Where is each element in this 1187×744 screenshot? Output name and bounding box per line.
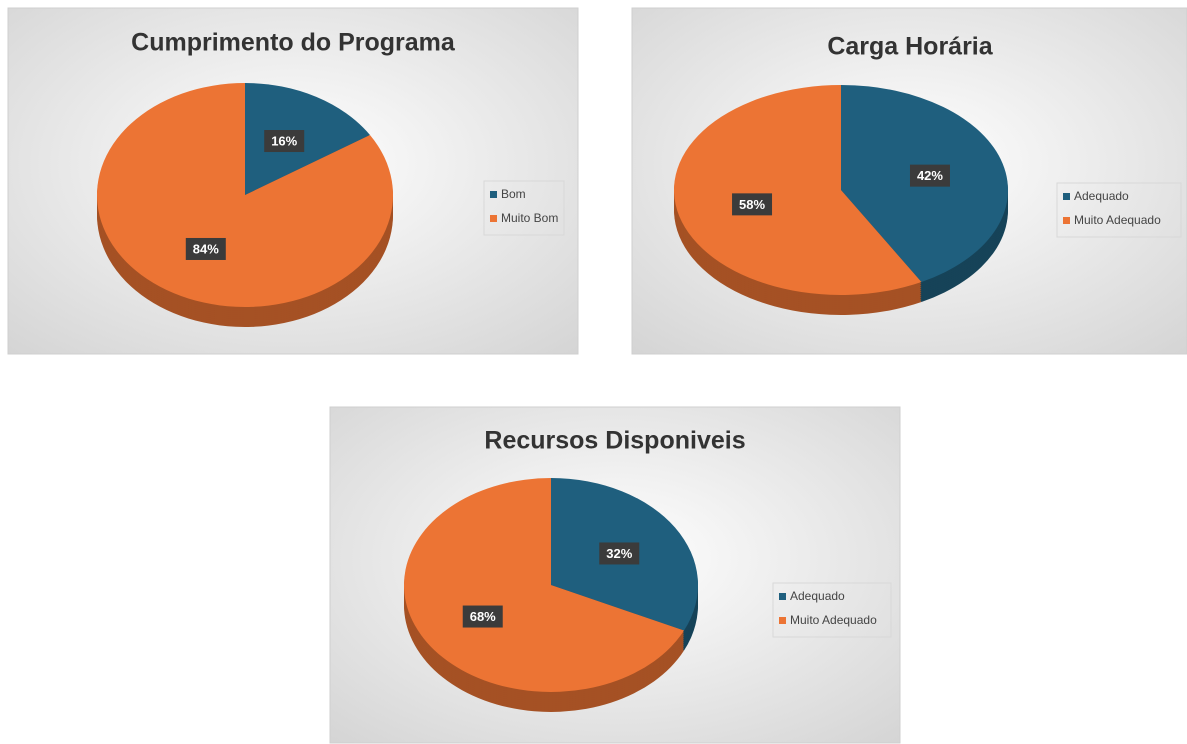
- data-label-box: [264, 130, 305, 153]
- legend-box: [772, 582, 892, 638]
- data-label-box: [185, 237, 226, 260]
- data-label: 16%: [271, 133, 297, 148]
- pie-slice: [404, 478, 685, 692]
- pie-slice: [97, 83, 394, 307]
- data-label-box: [909, 164, 950, 187]
- legend-swatch: [490, 215, 497, 222]
- legend-swatch: [1063, 217, 1070, 224]
- legend-label: Adequado: [1074, 189, 1129, 203]
- legend-label: Muito Adequado: [790, 613, 877, 627]
- data-label: 58%: [739, 197, 765, 212]
- legend-label: Muito Adequado: [1074, 213, 1161, 227]
- data-label-box: [599, 542, 640, 565]
- legend-swatch: [490, 191, 497, 198]
- chart-title: Recursos Disponiveis: [484, 427, 745, 455]
- legend-label: Muito Bom: [501, 211, 558, 225]
- legend-swatch: [779, 593, 786, 600]
- chart-title: Carga Horária: [827, 33, 993, 61]
- data-label-box: [732, 193, 773, 216]
- data-label: 32%: [606, 546, 632, 561]
- data-label: 68%: [470, 609, 496, 624]
- legend-box: [483, 180, 565, 236]
- data-label: 84%: [193, 241, 219, 256]
- legend-swatch: [1063, 193, 1070, 200]
- legend-swatch: [779, 617, 786, 624]
- legend-box: [1056, 182, 1182, 238]
- legend-label: Adequado: [790, 589, 845, 603]
- data-label-box: [462, 605, 503, 628]
- pie-slice: [245, 83, 370, 195]
- legend-label: Bom: [501, 187, 526, 201]
- chart-title: Cumprimento do Programa: [131, 29, 456, 57]
- pie-slice: [674, 85, 922, 296]
- data-label: 42%: [917, 168, 943, 183]
